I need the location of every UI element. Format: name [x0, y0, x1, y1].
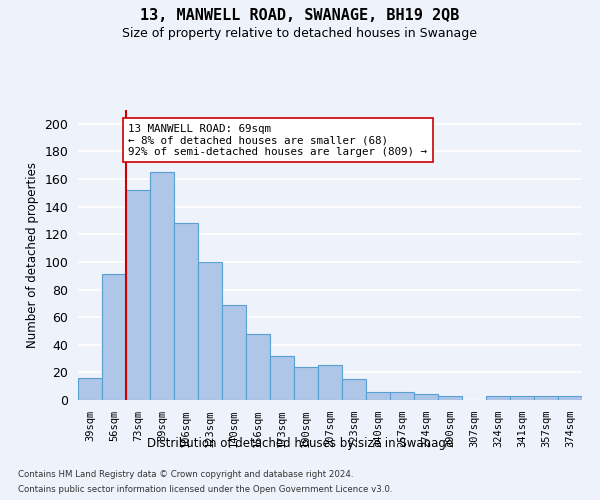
Text: 13, MANWELL ROAD, SWANAGE, BH19 2QB: 13, MANWELL ROAD, SWANAGE, BH19 2QB [140, 8, 460, 22]
Bar [438, 396, 462, 400]
Bar [246, 334, 270, 400]
Bar [174, 223, 198, 400]
Bar [486, 396, 510, 400]
Bar [390, 392, 414, 400]
Bar [270, 356, 294, 400]
Text: Contains HM Land Registry data © Crown copyright and database right 2024.: Contains HM Land Registry data © Crown c… [18, 470, 353, 479]
Bar [150, 172, 174, 400]
Bar [510, 396, 534, 400]
Bar [102, 274, 126, 400]
Bar [342, 380, 366, 400]
Bar [126, 190, 150, 400]
Bar [222, 304, 246, 400]
Bar [198, 262, 222, 400]
Bar [318, 366, 342, 400]
Bar [366, 392, 390, 400]
Bar [414, 394, 438, 400]
Text: Distribution of detached houses by size in Swanage: Distribution of detached houses by size … [147, 438, 453, 450]
Text: Contains public sector information licensed under the Open Government Licence v3: Contains public sector information licen… [18, 485, 392, 494]
Y-axis label: Number of detached properties: Number of detached properties [26, 162, 39, 348]
Text: 13 MANWELL ROAD: 69sqm
← 8% of detached houses are smaller (68)
92% of semi-deta: 13 MANWELL ROAD: 69sqm ← 8% of detached … [128, 124, 427, 157]
Text: Size of property relative to detached houses in Swanage: Size of property relative to detached ho… [122, 28, 478, 40]
Bar [534, 396, 558, 400]
Bar [78, 378, 102, 400]
Bar [294, 367, 318, 400]
Bar [558, 396, 582, 400]
